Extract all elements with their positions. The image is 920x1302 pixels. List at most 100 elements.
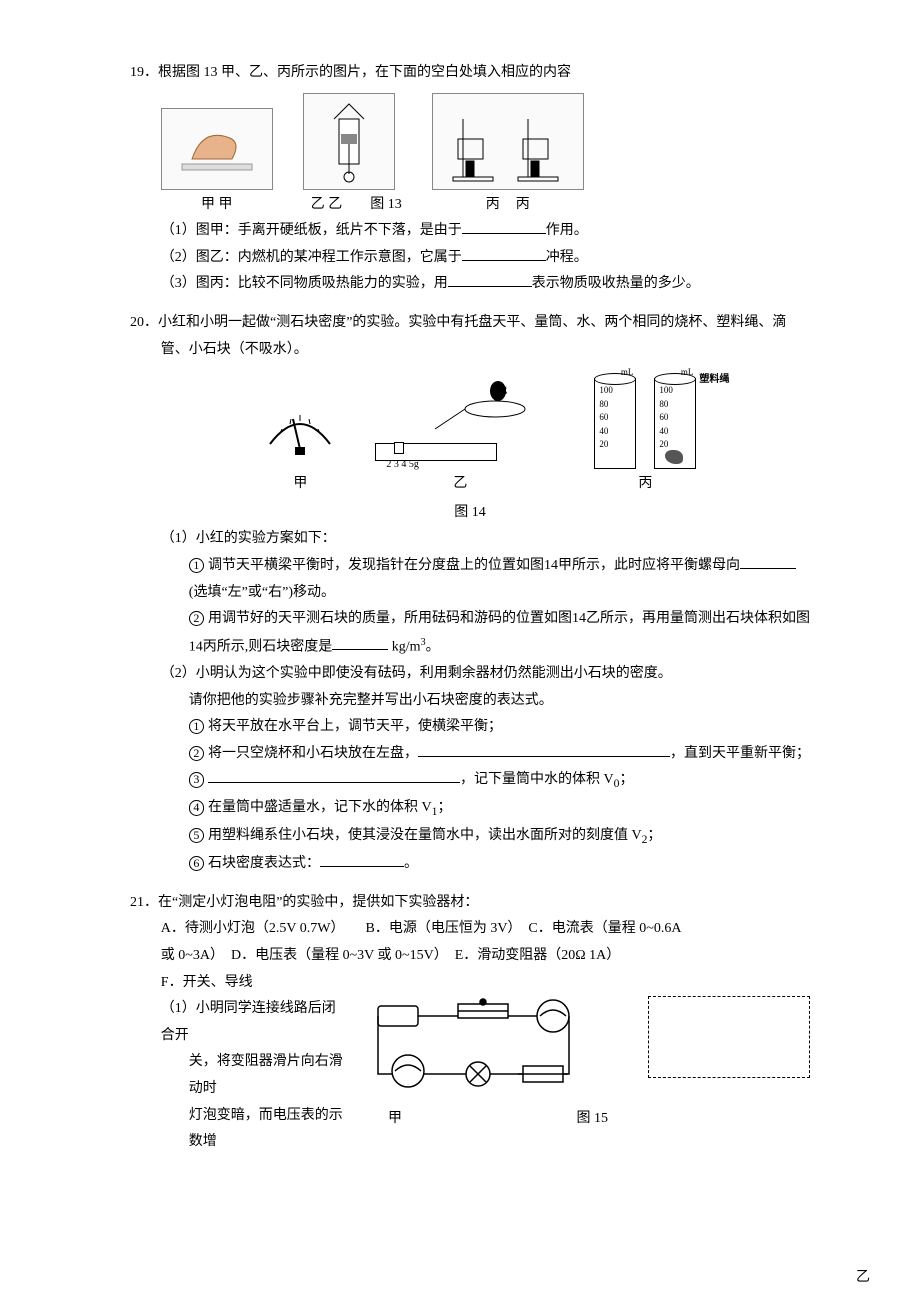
ticks-left: 100 80 60 40 20: [599, 384, 613, 452]
ml-label-l: mL: [621, 364, 634, 381]
q20-blank-density[interactable]: [332, 635, 388, 650]
q19-fig-label: 图 13: [370, 197, 402, 212]
rope-label: 塑料绳: [699, 370, 729, 389]
q21-opts2: 或 0~3A） D．电压表（量程 0~3V 或 0~15V） E．滑动变阻器（2…: [130, 943, 810, 970]
q21-p1-1: （1）小明同学连接线路后闭合开: [161, 996, 348, 1049]
circled-4b: 4: [189, 800, 204, 815]
ml-label-r: mL: [681, 364, 694, 381]
stone-icon: [665, 450, 683, 464]
q21-cap-a: 甲: [388, 1106, 402, 1133]
q20-s2-2: 2将一只空烧杯和小石块放在左盘，，直到天平重新平衡；: [130, 741, 810, 768]
tick-20: 20: [599, 438, 613, 452]
tick-100: 100: [599, 384, 613, 398]
q19-p3b: 表示物质吸收热量的多少。: [532, 276, 700, 291]
q20-s2-6a: 石块密度表达式：: [208, 856, 320, 871]
q19-sub1: （1）图甲：手离开硬纸板，纸片不下落，是由于 作用。: [130, 218, 810, 245]
q20-s1-1b: (选填“左”或“右”)移动。: [189, 585, 335, 600]
heating-setup-icon: [432, 93, 584, 190]
q20-s2-1t: 将天平放在水平台上，调节天平，使横梁平衡；: [208, 719, 502, 734]
q19-blank-1[interactable]: [462, 219, 546, 234]
balance-weights-icon: 20g 2 3 4 5g: [375, 379, 545, 469]
q21-cap-b: 乙: [856, 1265, 870, 1292]
cylinder-left: mL 100 80 60 40 20: [594, 378, 636, 469]
cylinder-right: mL 100 80 60 40 20 塑料绳: [654, 378, 696, 469]
q19-cap-a: 甲 甲: [161, 192, 273, 219]
q20-s1-2: 2用调节好的天平测石块的质量，所用砝码和游码的位置如图14乙所示，再用量筒测出石…: [130, 606, 810, 661]
q19-figure-row: 甲 甲 乙 乙 图 13: [161, 93, 810, 219]
q19-blank-2[interactable]: [462, 246, 546, 261]
tick-80r: 80: [659, 398, 673, 412]
q21-opts1: A．待测小灯泡（2.5V 0.7W） B．电源（电压恒为 3V） C．电流表（量…: [130, 916, 810, 943]
q20-s2-5a: 用塑料绳系住小石块，使其浸没在量筒水中，读出水面所对的刻度值 V: [208, 828, 642, 843]
q19-p1b: 作用。: [546, 223, 588, 238]
q21-row: （1）小明同学连接线路后闭合开 关，将变阻器滑片向右滑动时 灯泡变暗，而电压表的…: [161, 996, 810, 1156]
engine-stroke-icon: [303, 93, 395, 190]
q20-number: 20．: [130, 315, 158, 330]
q20-s1-1a: 调节天平横梁平衡时，发现指针在分度盘上的位置如图14甲所示，此时应将平衡螺母向: [208, 558, 740, 573]
q19-cap-c2: 丙: [516, 192, 530, 219]
balance-pointer-icon: [255, 389, 345, 469]
q19-p3a: （3）图丙：比较不同物质吸热能力的实验，用: [161, 276, 448, 291]
q19-p1a: （1）图甲：手离开硬纸板，纸片不下落，是由于: [161, 223, 462, 238]
q20-s2-6b: 。: [404, 856, 418, 871]
q19-stem: 19．根据图 13 甲、乙、丙所示的图片，在下面的空白处填入相应的内容: [130, 60, 810, 87]
q20-s2-3: 3，记下量筒中水的体积 V0；: [130, 767, 810, 795]
ruler-icon: 2 3 4 5g: [375, 443, 497, 461]
q20-cap-b: 乙: [375, 471, 545, 498]
tick-40r: 40: [659, 425, 673, 439]
tick-60r: 60: [659, 411, 673, 425]
q19-fig-c: 丙丙: [432, 93, 584, 219]
circled-2: 2: [189, 611, 204, 626]
q19-cap-b: 乙 乙: [311, 192, 343, 219]
q21-number: 21．: [130, 895, 158, 910]
circled-2b: 2: [189, 746, 204, 761]
q19-stem-text: 根据图 13 甲、乙、丙所示的图片，在下面的空白处填入相应的内容: [158, 65, 571, 80]
circled-1b: 1: [189, 719, 204, 734]
cylinders-icon: mL 100 80 60 40 20 mL 100 80 60: [575, 369, 715, 469]
q21-answer-box[interactable]: [648, 996, 810, 1078]
q20-blank-step3[interactable]: [208, 768, 460, 783]
q20-weight-label: 20g: [490, 379, 507, 400]
q20-fig-c: mL 100 80 60 40 20 mL 100 80 60: [575, 369, 715, 498]
q20-figure-row: 甲 20g 2 3 4 5g 乙 mL: [161, 369, 810, 498]
q20-fig-a: 甲: [255, 389, 345, 498]
q21-opts3: F．开关、导线: [130, 970, 810, 997]
q19-sub3: （3）图丙：比较不同物质吸热能力的实验，用 表示物质吸收热量的多少。: [130, 271, 810, 298]
q20-fig-label: 图 14: [130, 500, 810, 527]
q20-s2-4c: ；: [437, 800, 451, 815]
q19-p2a: （2）图乙：内燃机的某冲程工作示意图，它属于: [161, 250, 462, 265]
q20-s2-3d: ；: [619, 772, 633, 787]
q20-stem-text: 小红和小明一起做“测石块密度”的实验。实验中有托盘天平、量筒、水、两个相同的烧杯…: [158, 315, 786, 357]
circuit-icon: [368, 996, 588, 1106]
tick-100r: 100: [659, 384, 673, 398]
q20-s1-2b: kg/m: [388, 639, 420, 654]
tick-60: 60: [599, 411, 613, 425]
q19-blank-3[interactable]: [448, 272, 532, 287]
tick-80: 80: [599, 398, 613, 412]
q20-blank-lr[interactable]: [740, 554, 796, 569]
question-20: 20．小红和小明一起做“测石块密度”的实验。实验中有托盘天平、量筒、水、两个相同…: [130, 310, 810, 878]
circled-3b: 3: [189, 772, 204, 787]
q19-fig-a: 甲 甲: [161, 108, 273, 219]
question-19: 19．根据图 13 甲、乙、丙所示的图片，在下面的空白处填入相应的内容 甲 甲: [130, 60, 810, 298]
q20-s1-2a: 用调节好的天平测石块的质量，所用砝码和游码的位置如图14乙所示，再用量筒测出石块…: [189, 611, 810, 654]
tick-40: 40: [599, 425, 613, 439]
q20-s2-3b: ，记下量筒中水的体积 V: [460, 772, 614, 787]
q20-blank-step2[interactable]: [418, 742, 670, 757]
q20-s2-2b: ，直到天平重新平衡；: [670, 746, 810, 761]
q19-sub2: （2）图乙：内燃机的某冲程工作示意图，它属于冲程。: [130, 245, 810, 272]
q20-fig-b: 20g 2 3 4 5g 乙: [375, 379, 545, 498]
q20-s2-h1: （2）小明认为这个实验中即使没有砝码，利用剩余器材仍然能测出小石块的密度。: [130, 661, 810, 688]
q20-s2-4a: 在量筒中盛适量水，记下水的体积 V: [208, 800, 432, 815]
q20-blank-expr[interactable]: [320, 852, 404, 867]
q20-s2-6: 6石块密度表达式：。: [130, 851, 810, 878]
q20-ruler-marks: 2 3 4 5g: [386, 455, 419, 474]
q21-stem-text: 在“测定小灯泡电阻”的实验中，提供如下实验器材：: [158, 895, 478, 910]
q21-p1-2: 关，将变阻器滑片向右滑动时: [161, 1049, 348, 1102]
dashed-box-icon: [648, 996, 810, 1078]
q21-fig-label: 图 15: [577, 1106, 609, 1133]
q20-s2-4: 4在量筒中盛适量水，记下水的体积 V1；: [130, 795, 810, 823]
q20-s2-5: 5用塑料绳系住小石块，使其浸没在量筒水中，读出水面所对的刻度值 V2；: [130, 823, 810, 851]
q19-fig-b: 乙 乙 图 13: [303, 93, 402, 219]
hand-card-icon: [161, 108, 273, 190]
